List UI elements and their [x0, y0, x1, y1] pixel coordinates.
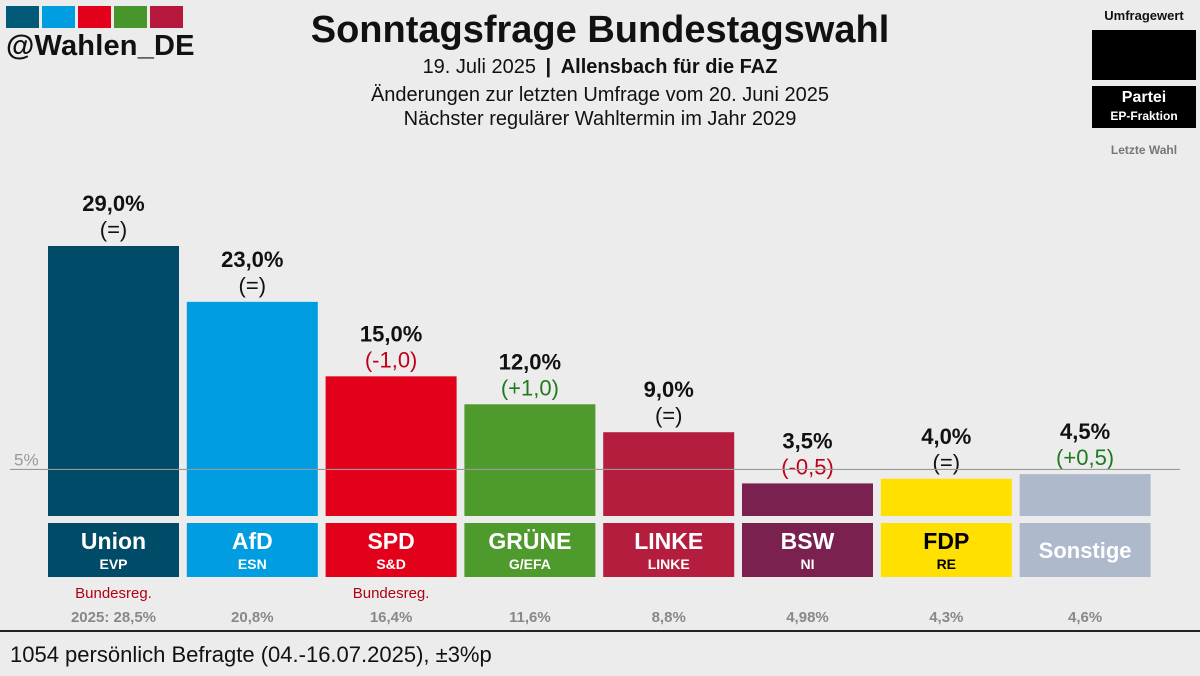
value-label-2: 23,0%	[221, 247, 283, 272]
party-box-3	[325, 523, 457, 577]
change-label-8: (+0,5)	[1056, 445, 1114, 470]
change-label-2: (=)	[239, 273, 267, 298]
party-name-2: AfD	[232, 528, 273, 554]
party-faction-1: EVP	[99, 556, 127, 572]
party-box-6	[742, 523, 873, 577]
change-label-4: (+1,0)	[501, 375, 559, 400]
survey-institute: Allensbach für die FAZ	[560, 56, 778, 78]
logo-block-4	[114, 6, 147, 28]
last-election-6: 4,98%	[786, 609, 829, 626]
changes-note: Änderungen zur letzten Umfrage vom 20. J…	[370, 84, 830, 106]
bar-2	[186, 301, 318, 516]
party-name-5: LINKE	[634, 528, 703, 554]
party-box-1	[48, 523, 179, 577]
legend-title: Umfragewert	[1104, 8, 1184, 23]
last-election-4: 11,6%	[509, 609, 551, 626]
legend-last-election: Letzte Wahl	[1110, 143, 1178, 157]
bar-4	[464, 404, 596, 516]
last-election-5: 8,8%	[652, 609, 686, 626]
party-name-6: BSW	[781, 528, 835, 554]
party-box-4	[464, 523, 596, 577]
party-faction-5: LINKE	[648, 556, 690, 572]
party-name-8: Sonstige	[1039, 538, 1132, 563]
party-box-5	[603, 523, 735, 577]
bar-3	[325, 376, 457, 516]
bar-7	[880, 478, 1012, 516]
change-label-1: (=)	[100, 217, 128, 242]
party-box-7	[880, 523, 1012, 577]
bar-5	[603, 432, 735, 516]
value-label-5: 9,0%	[644, 377, 694, 402]
change-label-6: (-0,5)	[781, 454, 834, 479]
gov-note-3: Bundesreg.	[353, 585, 430, 602]
party-name-7: FDP	[923, 528, 969, 554]
brand-logo	[6, 6, 183, 28]
legend-party-label: Partei	[1121, 89, 1167, 106]
bar-6	[742, 483, 873, 516]
last-election-2: 20,8%	[231, 609, 274, 626]
last-election-7: 4,3%	[929, 609, 963, 626]
value-label-4: 12,0%	[499, 349, 561, 374]
value-label-1: 29,0%	[82, 191, 144, 216]
logo-block-1	[6, 6, 39, 28]
logo-block-3	[78, 6, 111, 28]
change-label-3: (-1,0)	[365, 347, 418, 372]
brand-handle: @Wahlen_DE	[6, 30, 195, 62]
party-faction-2: ESN	[238, 556, 267, 572]
last-election-3: 16,4%	[370, 609, 413, 626]
logo-block-2	[42, 6, 75, 28]
bar-1	[48, 246, 179, 516]
gov-note-1: Bundesreg.	[75, 585, 152, 602]
value-label-7: 4,0%	[921, 424, 971, 449]
change-label-5: (=)	[655, 403, 683, 428]
logo-block-5	[150, 6, 183, 28]
value-label-3: 15,0%	[360, 321, 422, 346]
value-label-6: 3,5%	[782, 428, 832, 453]
party-box-2	[186, 523, 318, 577]
survey-info: 19. Juli 2025 | Allensbach für die FAZ	[0, 56, 1200, 79]
footer-note: 1054 persönlich Befragte (04.-16.07.2025…	[10, 642, 492, 667]
threshold-label: 5%	[14, 450, 39, 469]
legend-value-swatch	[1092, 30, 1196, 80]
party-faction-7: RE	[937, 556, 956, 572]
survey-separator: |	[545, 56, 552, 78]
party-faction-3: S&D	[376, 556, 406, 572]
legend-faction-label: EP-Fraktion	[1110, 109, 1178, 123]
last-election-8: 4,6%	[1068, 609, 1102, 626]
legend-party-box: Partei EP-Fraktion	[1092, 86, 1196, 128]
page-title: Sonntagsfrage Bundestagswahl	[310, 9, 890, 51]
party-faction-6: NI	[801, 556, 815, 572]
party-box-8	[1019, 523, 1151, 577]
party-name-3: SPD	[367, 528, 414, 554]
party-faction-4: G/EFA	[509, 556, 551, 572]
survey-date: 19. Juli 2025	[422, 56, 536, 78]
value-label-8: 4,5%	[1060, 419, 1110, 444]
footer-divider	[0, 630, 1200, 632]
legend: Umfragewert Partei EP-Fraktion Letzte Wa…	[1092, 8, 1196, 157]
last-election-1: 2025: 28,5%	[71, 609, 156, 626]
change-label-7: (=)	[933, 450, 961, 475]
party-name-4: GRÜNE	[488, 528, 571, 554]
bar-8	[1019, 474, 1151, 516]
party-name-1: Union	[81, 528, 146, 554]
next-election-note: Nächster regulärer Wahltermin im Jahr 20…	[403, 108, 797, 130]
